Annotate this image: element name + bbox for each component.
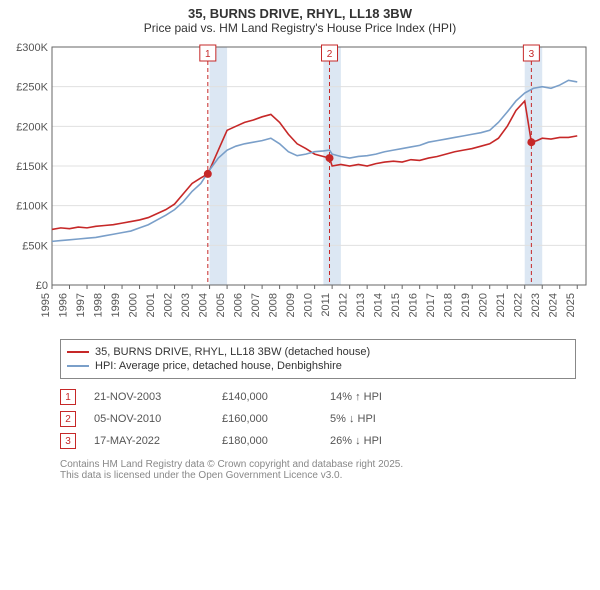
svg-text:1996: 1996 [58,293,70,317]
svg-text:£300K: £300K [16,42,48,54]
sale-date: 21-NOV-2003 [94,391,204,403]
svg-text:1999: 1999 [110,293,122,317]
svg-text:2025: 2025 [565,293,577,317]
svg-text:2008: 2008 [268,293,280,317]
svg-text:2006: 2006 [233,293,245,317]
sale-row: 2 05-NOV-2010 £160,000 5% ↓ HPI [60,411,576,427]
sale-delta: 14% ↑ HPI [330,391,382,403]
sale-price: £160,000 [222,413,312,425]
sale-row: 3 17-MAY-2022 £180,000 26% ↓ HPI [60,433,576,449]
svg-text:2004: 2004 [198,293,210,317]
svg-text:£50K: £50K [22,240,48,252]
svg-text:2011: 2011 [320,293,332,317]
svg-text:£200K: £200K [16,121,48,133]
legend-swatch [67,365,89,367]
svg-text:£100K: £100K [16,201,48,213]
chart-svg: £0 £50K £100K £150K £200K £250K £300K 1995 1996 1… [8,41,592,331]
legend-swatch [67,351,89,353]
svg-text:£0: £0 [36,280,48,292]
svg-text:2005: 2005 [215,293,227,317]
footer-line-2: This data is licensed under the Open Gov… [60,470,576,481]
svg-text:2: 2 [327,49,333,60]
legend-item: HPI: Average price, detached house, Denb… [67,360,569,372]
svg-text:2019: 2019 [460,293,472,317]
svg-text:2023: 2023 [530,293,542,317]
legend-box: 35, BURNS DRIVE, RHYL, LL18 3BW (detache… [60,339,576,379]
sale-badge: 1 [60,389,76,405]
sale-price: £180,000 [222,435,312,447]
svg-text:2007: 2007 [250,293,262,317]
svg-text:2021: 2021 [495,293,507,317]
chart-title-block: 35, BURNS DRIVE, RHYL, LL18 3BW Price pa… [0,0,600,37]
title-line-2: Price paid vs. HM Land Registry's House … [0,21,600,35]
legend-label: 35, BURNS DRIVE, RHYL, LL18 3BW (detache… [95,346,370,358]
sale-date: 05-NOV-2010 [94,413,204,425]
sale-price: £140,000 [222,391,312,403]
svg-text:2003: 2003 [180,293,192,317]
svg-text:1997: 1997 [75,293,87,317]
footer-line-1: Contains HM Land Registry data © Crown c… [60,459,576,470]
svg-text:2010: 2010 [303,293,315,317]
svg-text:2016: 2016 [408,293,420,317]
svg-text:2015: 2015 [390,293,402,317]
svg-text:1998: 1998 [93,293,105,317]
svg-text:2018: 2018 [443,293,455,317]
legend-item: 35, BURNS DRIVE, RHYL, LL18 3BW (detache… [67,346,569,358]
svg-text:2001: 2001 [145,293,157,317]
sale-badge: 2 [60,411,76,427]
svg-text:2012: 2012 [338,293,350,317]
svg-text:£250K: £250K [16,82,48,94]
sales-table: 1 21-NOV-2003 £140,000 14% ↑ HPI 2 05-NOV-201… [60,389,576,449]
svg-text:1: 1 [205,49,211,60]
svg-text:2009: 2009 [285,293,297,317]
svg-text:2024: 2024 [548,293,560,317]
sale-date: 17-MAY-2022 [94,435,204,447]
chart-area: £0 £50K £100K £150K £200K £250K £300K 1995 1996 1… [8,41,592,331]
svg-text:2022: 2022 [513,293,525,317]
sale-row: 1 21-NOV-2003 £140,000 14% ↑ HPI [60,389,576,405]
svg-text:3: 3 [529,49,535,60]
sale-badge: 3 [60,433,76,449]
svg-text:2014: 2014 [373,293,385,317]
svg-text:1995: 1995 [40,293,52,317]
attribution-footer: Contains HM Land Registry data © Crown c… [60,459,576,481]
svg-text:2000: 2000 [128,293,140,317]
sale-delta: 26% ↓ HPI [330,435,382,447]
legend-label: HPI: Average price, detached house, Denb… [95,360,342,372]
svg-text:2017: 2017 [425,293,437,317]
svg-text:2020: 2020 [478,293,490,317]
sale-delta: 5% ↓ HPI [330,413,376,425]
svg-text:2002: 2002 [163,293,175,317]
svg-text:2013: 2013 [355,293,367,317]
svg-text:£150K: £150K [16,161,48,173]
title-line-1: 35, BURNS DRIVE, RHYL, LL18 3BW [0,6,600,21]
